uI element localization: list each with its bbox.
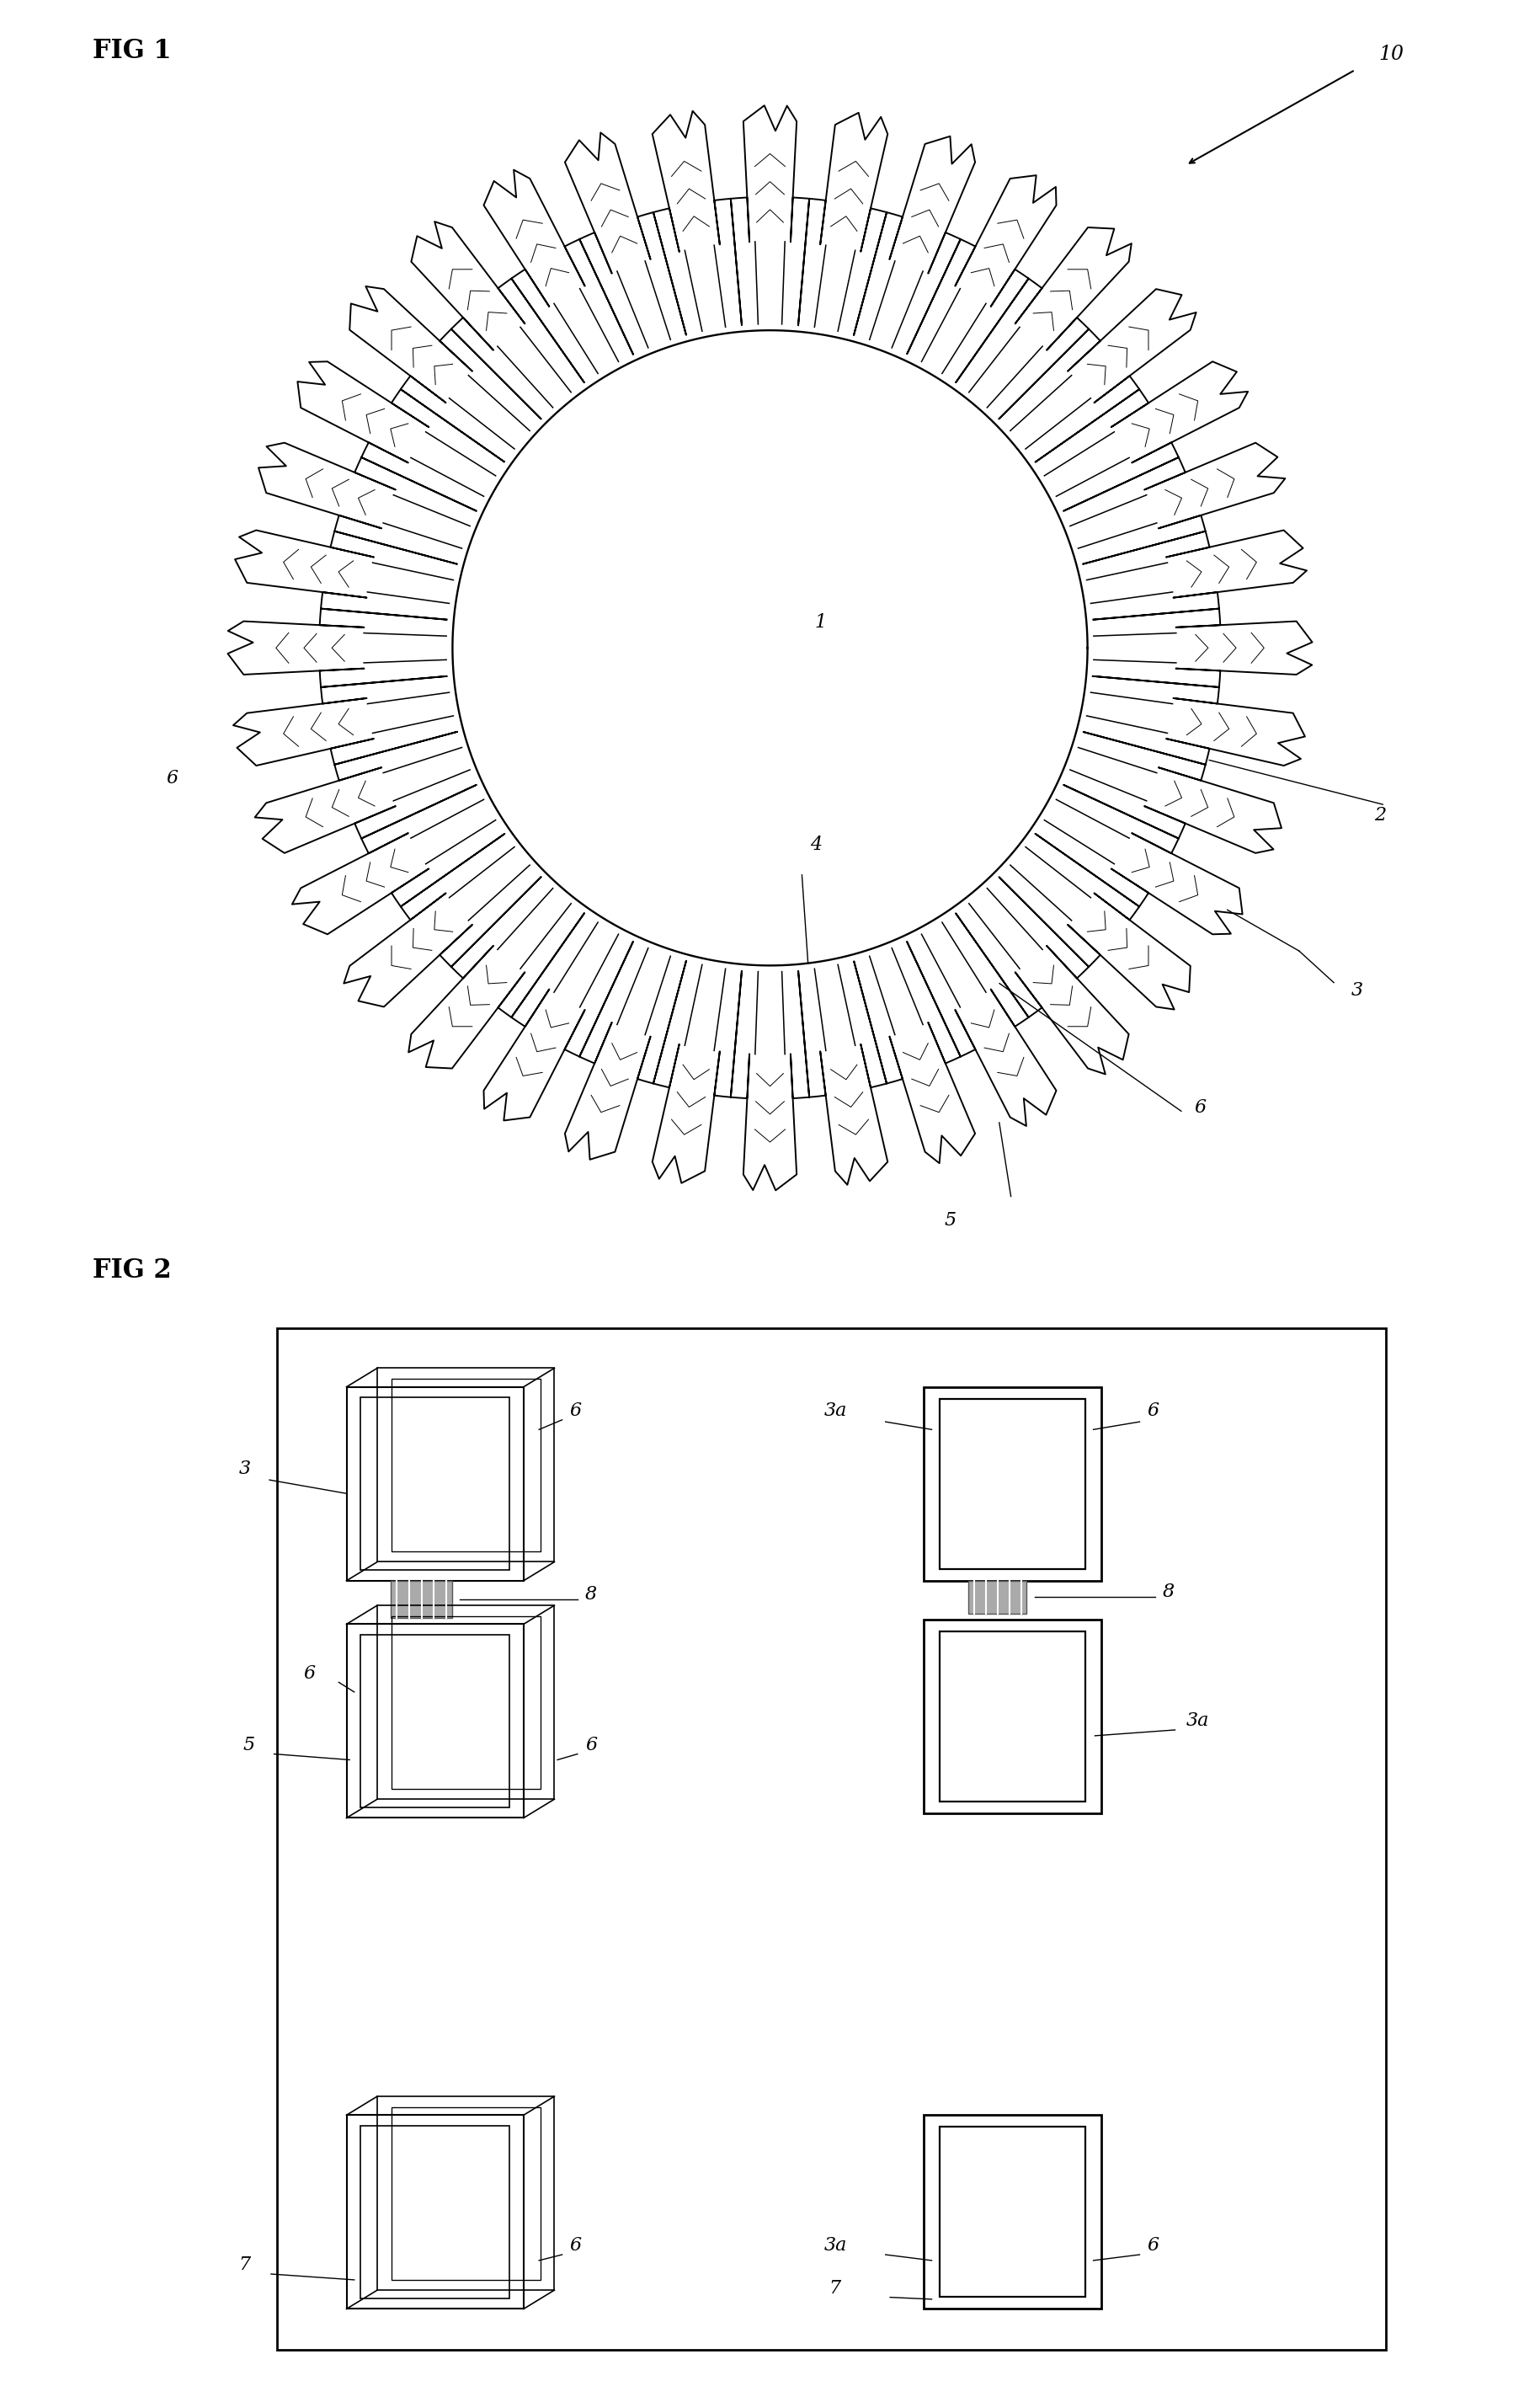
Text: 8: 8: [1163, 1582, 1175, 1601]
Text: 1: 1: [815, 614, 827, 633]
Text: 6: 6: [1147, 2236, 1160, 2256]
Bar: [377, 1606, 554, 1800]
Text: 6: 6: [585, 1735, 598, 1755]
Bar: [939, 2126, 1086, 2296]
Text: 3: 3: [239, 1460, 251, 1479]
Bar: [391, 1580, 453, 1618]
Text: 10: 10: [1378, 46, 1403, 65]
Text: 4: 4: [810, 837, 822, 853]
Bar: [377, 2097, 554, 2289]
Text: 3a: 3a: [824, 1402, 847, 1419]
Text: 7: 7: [239, 2256, 251, 2275]
Text: 6: 6: [166, 769, 179, 786]
Text: 7: 7: [829, 2280, 841, 2299]
Text: 6: 6: [1195, 1098, 1206, 1117]
Bar: [377, 1369, 554, 1563]
Bar: [939, 1632, 1086, 1803]
Bar: [924, 1620, 1101, 1812]
Bar: [391, 1378, 541, 1551]
Bar: [347, 1388, 524, 1580]
Bar: [924, 2114, 1101, 2308]
Bar: [347, 2114, 524, 2308]
Text: 3: 3: [1351, 980, 1363, 1000]
Text: 5: 5: [243, 1735, 256, 1755]
Bar: [277, 1328, 1386, 2349]
Text: 5: 5: [944, 1210, 956, 1230]
Text: 3a: 3a: [824, 2236, 847, 2256]
Text: 3a: 3a: [1186, 1711, 1209, 1731]
Text: 6: 6: [570, 2236, 582, 2256]
Bar: [360, 2126, 510, 2299]
Bar: [969, 1580, 1027, 1613]
Bar: [360, 1635, 510, 1807]
Bar: [939, 1400, 1086, 1570]
Bar: [924, 1388, 1101, 1580]
Text: 6: 6: [570, 1402, 582, 1419]
Text: 6: 6: [303, 1664, 316, 1683]
Bar: [347, 1625, 524, 1817]
Text: FIG 1: FIG 1: [92, 38, 171, 65]
Bar: [391, 2107, 541, 2280]
Text: 6: 6: [1147, 1402, 1160, 1419]
Text: 8: 8: [585, 1584, 598, 1604]
Text: FIG 2: FIG 2: [92, 1258, 171, 1285]
Text: 2: 2: [1374, 805, 1386, 825]
Bar: [391, 1616, 541, 1788]
Bar: [360, 1397, 510, 1570]
